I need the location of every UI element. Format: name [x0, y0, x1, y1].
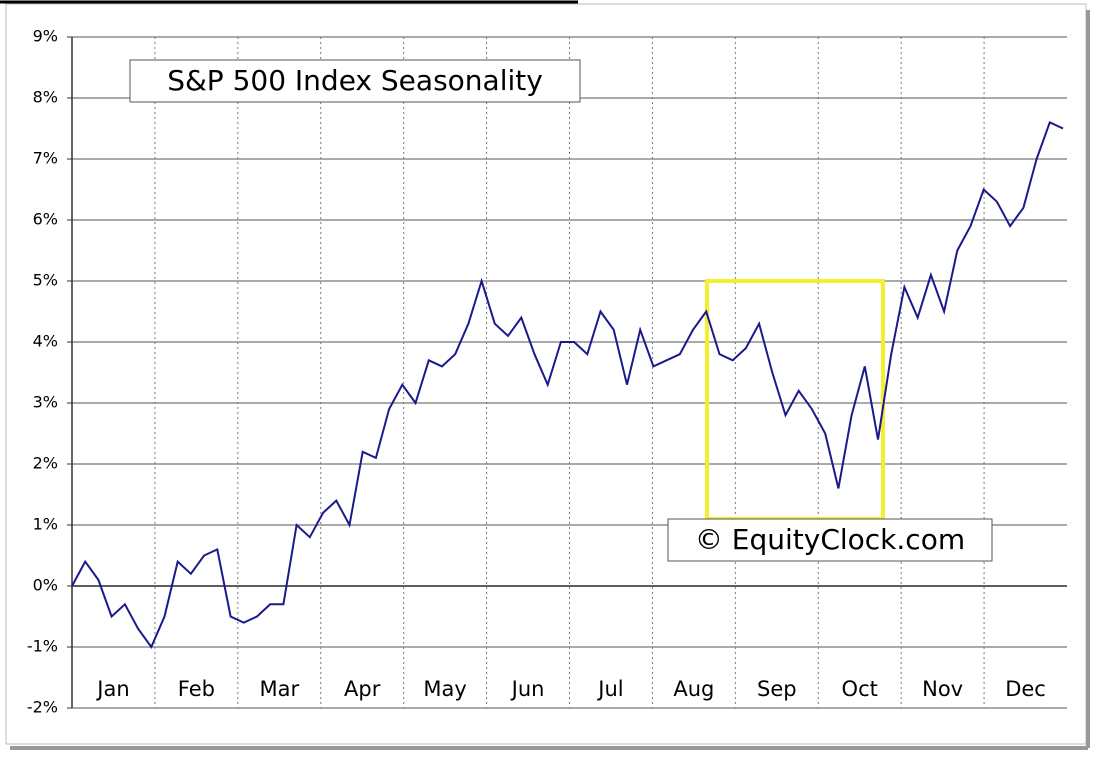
- y-tick-label: -2%: [27, 698, 58, 717]
- y-tick-label: 8%: [33, 88, 58, 107]
- x-tick-label: Feb: [178, 677, 215, 701]
- y-tick-label: 2%: [33, 454, 58, 473]
- x-tick-label: Apr: [344, 677, 381, 701]
- x-tick-label: Jan: [95, 677, 129, 701]
- watermark-box: [667, 518, 993, 562]
- series-line: [71, 121, 1064, 650]
- y-tick-label: -1%: [27, 637, 58, 656]
- x-tick-label: Oct: [842, 677, 878, 701]
- y-tick-label: 7%: [33, 149, 58, 168]
- x-tick-label: Dec: [1005, 677, 1046, 701]
- x-tick-label: Sep: [757, 677, 797, 701]
- title-box: [129, 59, 581, 103]
- x-tick-label: May: [423, 677, 466, 701]
- chart-title: S&P 500 Index Seasonality: [167, 64, 543, 97]
- watermark: © EquityClock.com: [695, 523, 965, 556]
- y-tick-label: 5%: [33, 271, 58, 290]
- x-tick-label: Jul: [596, 677, 623, 701]
- y-tick-label: 3%: [33, 393, 58, 412]
- x-tick-label: Jun: [510, 677, 545, 701]
- y-tick-label: 9%: [33, 27, 58, 46]
- y-tick-label: 0%: [33, 576, 58, 595]
- y-tick-label: 6%: [33, 210, 58, 229]
- x-tick-label: Nov: [922, 677, 963, 701]
- x-tick-label: Mar: [259, 677, 299, 701]
- y-tick-label: 1%: [33, 515, 58, 534]
- y-tick-label: 4%: [33, 332, 58, 351]
- frame: [5, 3, 1087, 745]
- x-tick-label: Aug: [673, 677, 714, 701]
